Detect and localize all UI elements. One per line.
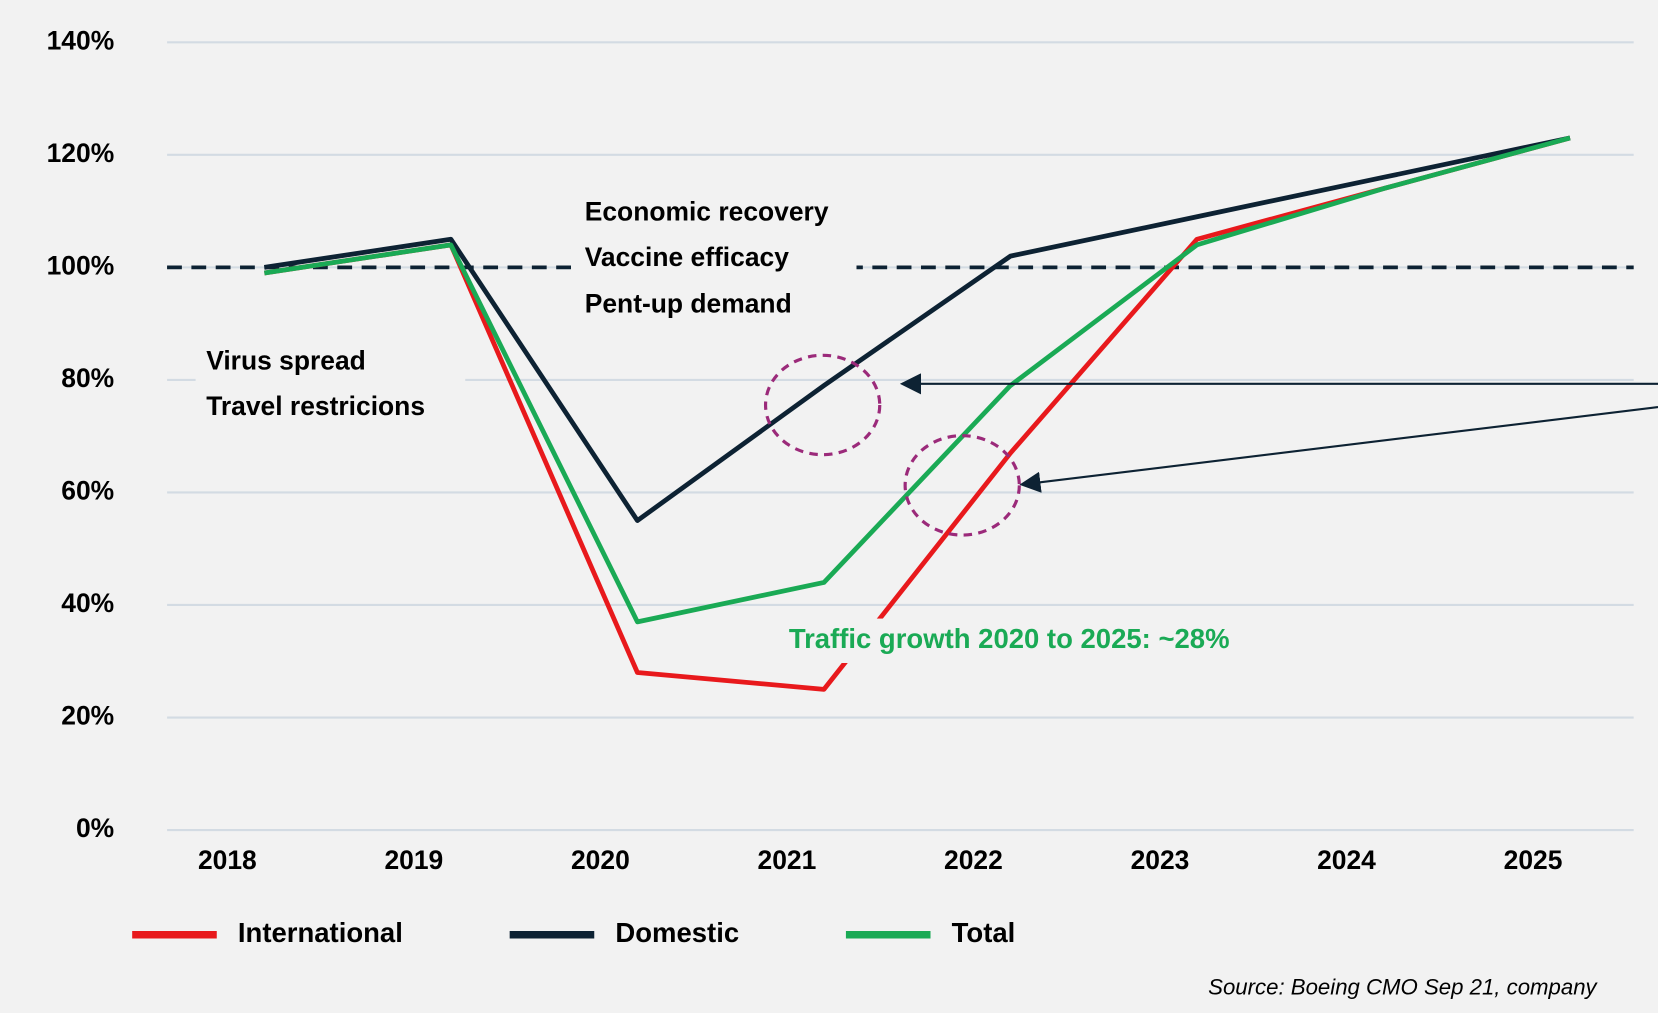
circle: [763, 353, 882, 457]
x-tick-label: 2022: [944, 845, 1003, 875]
annotation: Virus spread: [206, 346, 366, 376]
x-tick-label: 2023: [1131, 845, 1190, 875]
x-tick-label: 2021: [758, 845, 817, 875]
arrow: [1019, 406, 1658, 493]
legend-label: Domestic: [615, 917, 739, 948]
annotation-bg: [570, 190, 857, 328]
x-tick-label: 2024: [1317, 845, 1376, 875]
x-tick-label: 2019: [384, 845, 443, 875]
annotation: Economic recovery: [585, 197, 829, 227]
legend-label: International: [238, 917, 403, 948]
x-tick-label: 2018: [198, 845, 257, 875]
x-tick-label: 2020: [571, 845, 630, 875]
y-tick-label: 60%: [61, 475, 114, 505]
annotation-bg: [195, 343, 466, 434]
y-tick-label: 0%: [76, 813, 114, 843]
circle: [903, 434, 1021, 537]
legend-label: Total: [952, 917, 1016, 948]
series-line: [263, 135, 1571, 523]
y-tick-label: 100%: [47, 250, 115, 280]
y-tick-label: 20%: [61, 701, 114, 731]
annotation: Vaccine efficacy: [585, 242, 789, 272]
highlight-bg: [782, 618, 1312, 663]
source: Source: Boeing CMO Sep 21, company: [1208, 975, 1598, 1000]
x-tick-label: 2025: [1504, 845, 1563, 875]
y-tick-label: 80%: [61, 363, 114, 393]
series-line: [263, 135, 1571, 625]
highlight: Traffic growth 2020 to 2025: ~28%: [789, 623, 1230, 654]
y-tick-label: 140%: [47, 25, 115, 55]
annotation: Travel restricions: [206, 391, 425, 421]
y-tick-label: 120%: [47, 138, 115, 168]
annotation: Pent-up demand: [585, 289, 792, 319]
y-tick-label: 40%: [61, 588, 114, 618]
